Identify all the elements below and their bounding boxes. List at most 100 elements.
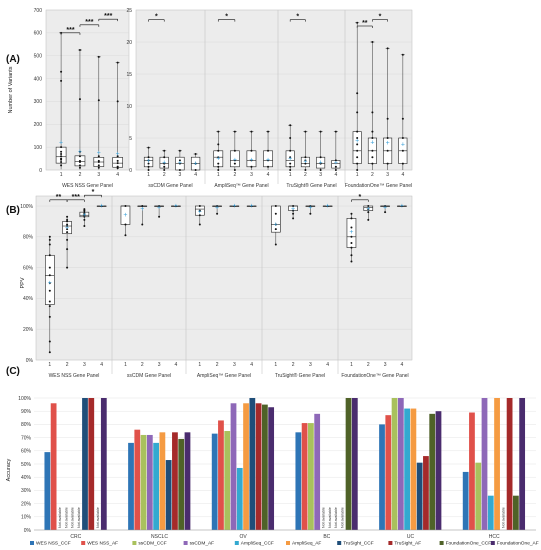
data-point <box>48 300 51 303</box>
significance-stars: ** <box>56 194 62 201</box>
legend-swatch <box>30 541 34 545</box>
data-point <box>48 243 51 246</box>
bar-sscdm-af <box>314 413 321 530</box>
bar-ampliseq-ccf <box>153 442 159 530</box>
data-point <box>60 150 63 153</box>
mean-marker: + <box>400 203 404 210</box>
mean-marker: + <box>116 151 120 158</box>
legend-label: TruSight_CCF <box>343 541 374 547</box>
panel-a-xtick-label: 2 <box>233 172 236 178</box>
panel-a-secondary-ytick-label: 15 <box>126 72 132 78</box>
data-point <box>60 155 63 158</box>
data-point <box>147 169 150 171</box>
legend-swatch <box>132 541 137 545</box>
panel-b-xtick-label: 2 <box>216 362 219 368</box>
significance-stars: * <box>155 14 158 21</box>
data-point <box>194 162 197 165</box>
panel-b-xtick-label: 2 <box>66 362 69 368</box>
bar-trusight-ccf <box>165 460 172 530</box>
not-available-label: Not available <box>58 507 62 528</box>
mean-marker: + <box>355 138 359 145</box>
mean-marker: + <box>174 203 178 210</box>
data-point <box>194 153 197 155</box>
panel-a-right-plot-area <box>135 9 413 171</box>
bar-sscdm-af <box>146 434 153 530</box>
data-point <box>289 165 292 168</box>
data-point <box>289 156 292 159</box>
data-point <box>267 165 270 168</box>
data-point <box>319 169 322 171</box>
data-point <box>147 165 150 168</box>
data-point <box>100 205 103 207</box>
data-point <box>356 156 359 159</box>
data-point <box>116 159 119 162</box>
mean-marker: + <box>401 141 405 148</box>
data-point <box>371 130 374 133</box>
bar-trusight-ccf <box>249 398 256 530</box>
data-point <box>124 234 127 237</box>
data-point <box>60 164 63 167</box>
data-point <box>66 215 69 218</box>
legend-swatch <box>388 541 393 545</box>
significance-stars: *** <box>72 194 80 201</box>
bar-wes-nss-af <box>50 403 57 530</box>
panel-b-xtick-label: 4 <box>326 362 329 368</box>
mean-marker: + <box>266 157 270 164</box>
panel-a-ytick-label: 600 <box>34 31 43 37</box>
legend-swatch <box>183 541 188 545</box>
data-point <box>350 212 353 215</box>
mean-marker: + <box>370 139 374 146</box>
not-available-label: Not available <box>341 507 345 528</box>
panel-c-label: (C) <box>6 366 20 377</box>
panel-a-secondary-ytick-label: 5 <box>129 136 132 142</box>
panel-b-xtick-label: 1 <box>198 362 201 368</box>
mean-marker: + <box>291 206 295 213</box>
mean-marker: + <box>65 225 69 232</box>
legend-label: ssCDM_CCF <box>138 541 166 547</box>
data-point <box>267 130 270 133</box>
bar-trusight-af <box>88 398 95 530</box>
panel-c-ytick-label: 60% <box>21 449 32 455</box>
data-point <box>274 243 277 246</box>
panel-b-ytick-label: 0% <box>26 358 34 364</box>
data-point <box>216 205 219 207</box>
bar-ampliseq-af <box>494 398 500 530</box>
bar-sscdm-ccf <box>475 462 482 530</box>
data-point <box>356 162 359 165</box>
bar-wes-nss-af <box>385 415 392 530</box>
legend-label: WES NSS_CCF <box>36 541 71 547</box>
data-point <box>163 169 166 171</box>
panel-b-ytick-label: 40% <box>23 296 34 302</box>
panel-a-xtick-label: 2 <box>163 172 166 178</box>
data-point <box>124 205 127 207</box>
data-point <box>83 208 86 211</box>
data-point <box>267 159 270 162</box>
category-label: UC <box>407 534 415 540</box>
significance-stars: * <box>92 189 95 196</box>
mean-marker: + <box>100 203 104 210</box>
data-point <box>217 143 220 146</box>
data-point <box>178 149 181 152</box>
data-point <box>401 149 404 152</box>
data-point <box>116 100 119 103</box>
panel-a-ytick-label: 300 <box>34 99 43 105</box>
panel-c-ytick-label: 20% <box>21 501 32 507</box>
data-point <box>292 217 295 220</box>
panel-b-ytick-label: 20% <box>23 327 34 333</box>
panel-b-xtick-label: 4 <box>250 362 253 368</box>
data-point <box>48 235 51 238</box>
data-point <box>233 162 236 165</box>
bar-sscdm-ccf <box>224 431 231 530</box>
data-point <box>334 169 337 171</box>
panel-b-ytick-label: 80% <box>23 235 34 241</box>
significance-stars: *** <box>66 27 74 34</box>
panel-c-ytick-label: 40% <box>21 475 32 481</box>
data-point <box>309 205 312 207</box>
data-point <box>250 159 253 162</box>
data-point <box>289 137 292 139</box>
panel-a-secondary-ytick-label: 20 <box>126 40 132 46</box>
category-label: HCC <box>489 534 500 540</box>
mean-marker: + <box>386 140 390 147</box>
data-point <box>163 156 166 159</box>
